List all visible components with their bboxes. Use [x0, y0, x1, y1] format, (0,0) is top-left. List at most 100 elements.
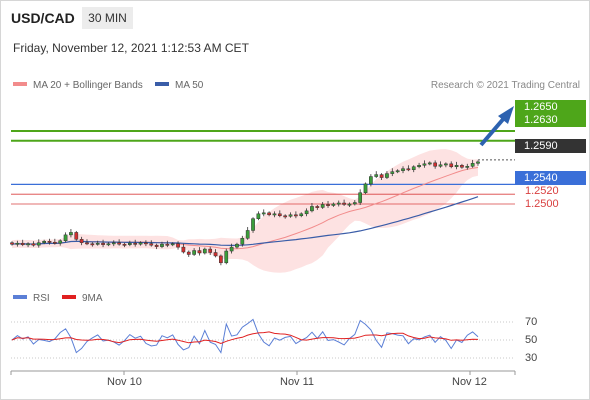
- candle-body: [165, 243, 170, 246]
- candle-body: [63, 234, 68, 241]
- candle-body: [358, 192, 363, 203]
- ma50-swatch: [155, 82, 169, 87]
- candle-body: [460, 165, 464, 168]
- candle-body: [47, 240, 52, 243]
- credit-text: Research © 2021 Trading Central: [430, 80, 580, 91]
- candle-body: [181, 246, 186, 253]
- candle-body: [390, 171, 395, 174]
- candle-body: [454, 165, 459, 168]
- candle-body: [406, 168, 411, 171]
- candle-body: [144, 242, 148, 245]
- candle-body: [476, 161, 480, 164]
- rsi-tick-30: 30: [525, 352, 538, 364]
- candle-body: [122, 243, 127, 246]
- candle-body: [26, 243, 30, 246]
- candle-body: [229, 246, 234, 252]
- candle-body: [117, 242, 121, 245]
- candle-body: [277, 213, 282, 217]
- candle-body: [417, 165, 421, 168]
- candle-body: [304, 210, 309, 215]
- candle-body: [138, 242, 143, 245]
- candle-body: [36, 242, 41, 246]
- ma20-swatch: [13, 82, 27, 87]
- candle-body: [465, 166, 470, 168]
- candle-body: [294, 214, 298, 217]
- ma50-line: [11, 196, 479, 247]
- chart-header: USD/CAD 30 MIN: [0, 0, 590, 36]
- ma50-label: MA 50: [175, 80, 204, 91]
- candle-body: [256, 213, 261, 219]
- candle-body: [379, 174, 384, 178]
- candle-body: [342, 202, 346, 205]
- candle-body: [90, 243, 95, 246]
- rsi-tick-70: 70: [525, 316, 538, 328]
- date-label-nov12: Nov 12: [452, 376, 487, 388]
- candle-body: [176, 243, 180, 248]
- candle-body: [251, 218, 255, 231]
- instrument-title: USD/CAD: [11, 10, 75, 26]
- candle-body: [272, 213, 277, 216]
- candle-body: [267, 212, 271, 216]
- legend-ma50: MA 50: [155, 80, 203, 91]
- candle-body: [326, 204, 330, 206]
- support-1-label: 1.2520: [525, 185, 559, 197]
- candle-body: [219, 255, 223, 264]
- candle-body: [53, 241, 57, 244]
- legend-9ma: 9MA: [62, 293, 103, 304]
- candle-body: [401, 168, 405, 171]
- candle-body: [261, 212, 266, 215]
- candle-body: [320, 204, 325, 208]
- target-arrow-head: [498, 106, 514, 124]
- candle-body: [58, 240, 63, 244]
- rsi-label: RSI: [33, 293, 50, 304]
- date-label-nov10: Nov 10: [107, 376, 142, 388]
- legend-ma20: MA 20 + Bollinger Bands: [13, 80, 143, 91]
- candle-body: [101, 242, 105, 245]
- pivot-box: 1.2540: [515, 171, 586, 185]
- candle-body: [288, 214, 293, 217]
- candle-body: [10, 242, 14, 245]
- candle-body: [299, 213, 304, 217]
- candle-body: [192, 250, 196, 255]
- candle-body: [369, 176, 373, 185]
- timestamp: Friday, November 12, 2021 1:12:53 AM CET: [13, 41, 249, 55]
- candle-body: [186, 251, 191, 255]
- legend-rsi: RSI: [13, 293, 50, 304]
- candle-body: [427, 162, 432, 165]
- candle-body: [133, 242, 138, 245]
- candle-body: [347, 203, 352, 206]
- candle-body: [208, 248, 213, 253]
- candle-body: [31, 243, 36, 246]
- candle-body: [106, 243, 111, 246]
- candle-body: [160, 243, 164, 247]
- candle-body: [235, 243, 239, 248]
- candle-body: [42, 240, 46, 243]
- last-price-box: 1.2590: [515, 139, 586, 153]
- candle-body: [438, 164, 443, 167]
- candle-body: [95, 242, 100, 245]
- candle-body: [170, 243, 175, 246]
- candle-body: [85, 242, 89, 245]
- target-arrow-shaft: [479, 115, 507, 147]
- candle-body: [422, 163, 427, 166]
- date-label-nov11: Nov 11: [280, 376, 315, 388]
- candle-body: [449, 163, 454, 168]
- timeframe-button[interactable]: 30 MIN: [82, 7, 133, 29]
- candle-body: [444, 163, 448, 166]
- candle-body: [149, 243, 154, 246]
- ma20-label: MA 20 + Bollinger Bands: [33, 80, 143, 91]
- ma9-swatch: [62, 295, 76, 300]
- candle-body: [154, 244, 159, 247]
- candle-body: [20, 242, 25, 245]
- candle-body: [245, 230, 250, 239]
- level-r1-box: 1.2630: [515, 113, 586, 127]
- candle-body: [15, 242, 20, 245]
- candle-body: [202, 248, 207, 254]
- candle-body: [470, 163, 475, 167]
- candle-body: [79, 239, 84, 243]
- candle-body: [197, 250, 202, 254]
- candle-body: [240, 238, 245, 245]
- candle-body: [111, 242, 116, 245]
- candle-body: [336, 202, 341, 205]
